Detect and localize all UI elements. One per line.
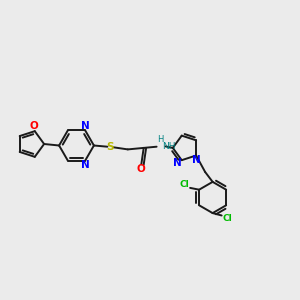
Text: S: S <box>107 142 114 152</box>
Text: N: N <box>81 121 90 130</box>
Text: NH: NH <box>162 142 175 151</box>
Text: Cl: Cl <box>180 180 190 189</box>
Text: N: N <box>81 160 90 170</box>
Text: N: N <box>173 158 182 168</box>
Text: H: H <box>157 135 163 144</box>
Text: O: O <box>30 122 38 131</box>
Text: O: O <box>137 164 146 174</box>
Text: Cl: Cl <box>222 214 232 223</box>
Text: N: N <box>192 155 201 165</box>
